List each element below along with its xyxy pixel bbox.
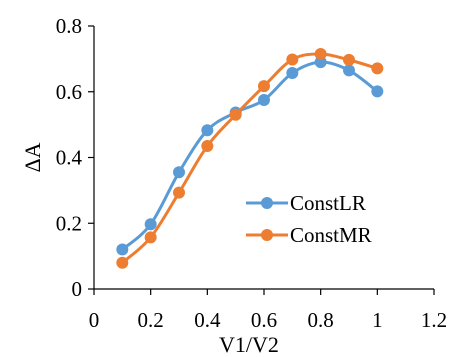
x-tick-label: 1 (372, 308, 383, 332)
data-point-ConstMR-9 (371, 62, 384, 75)
x-tick-label: 0.4 (194, 308, 221, 332)
data-point-ConstMR-3 (201, 139, 214, 152)
series-layer (116, 47, 384, 269)
y-tick-label: 0.8 (56, 14, 82, 38)
legend-label: ConstLR (290, 191, 366, 215)
data-point-ConstMR-4 (229, 108, 242, 121)
data-point-ConstLR-8 (343, 64, 355, 77)
y-tick-label: 0.2 (56, 211, 82, 235)
data-point-ConstLR-9 (371, 85, 384, 98)
series-ConstMR (116, 47, 384, 269)
x-axis-title: V1/V2 (219, 332, 279, 357)
data-point-ConstLR-2 (173, 166, 185, 179)
axes: 0 0.2 0.4 0.6 0.8 0 0.2 0.4 0.6 0.8 1 1.2 (56, 14, 447, 332)
data-point-ConstMR-5 (258, 80, 270, 93)
data-point-ConstLR-5 (258, 93, 270, 106)
data-point-ConstMR-6 (286, 53, 299, 66)
data-point-ConstLR-0 (116, 243, 129, 256)
data-point-ConstLR-6 (286, 67, 299, 80)
data-point-ConstMR-1 (144, 231, 157, 244)
x-tick-label: 0.6 (251, 308, 277, 332)
y-tick-label: 0.4 (56, 146, 83, 170)
legend-label: ConstMR (290, 223, 372, 247)
x-tick-label: 0.8 (308, 308, 334, 332)
x-tick-label: 1.2 (421, 308, 447, 332)
data-point-ConstLR-1 (144, 218, 157, 231)
x-tick-label: 0 (89, 308, 100, 332)
data-point-ConstMR-0 (116, 256, 129, 269)
legend-swatch-marker (261, 229, 273, 241)
y-axis-title: ΔA (20, 142, 45, 172)
data-point-ConstMR-8 (343, 53, 355, 66)
legend-swatch-marker (261, 197, 273, 209)
series-line-ConstMR (121, 52, 378, 264)
legend: ConstLR ConstMR (246, 191, 372, 247)
y-tick-label: 0.6 (56, 80, 82, 104)
data-point-ConstLR-3 (201, 124, 214, 137)
data-point-ConstMR-2 (173, 186, 185, 199)
series-line-ConstLR (121, 60, 379, 251)
legend-item-ConstMR: ConstMR (246, 223, 372, 247)
data-point-ConstLR-7 (314, 56, 327, 69)
legend-item-ConstLR: ConstLR (246, 191, 366, 215)
data-point-ConstMR-7 (314, 47, 327, 60)
y-tick-label: 0 (72, 277, 83, 301)
x-tick-label: 0.2 (138, 308, 164, 332)
